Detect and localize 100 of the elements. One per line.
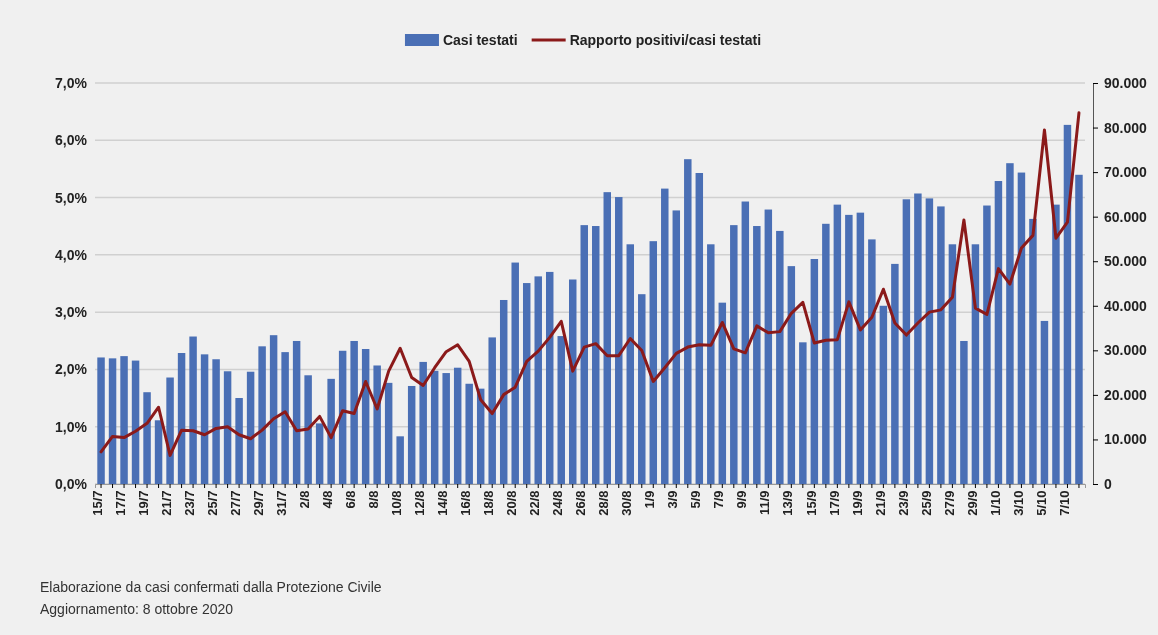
bar [246,371,255,484]
bar [315,423,324,484]
bar [327,378,335,484]
bar [718,302,727,484]
x-tick-label: 18/8 [481,490,497,516]
bar [407,385,416,484]
bar [914,193,922,484]
bar [430,370,439,484]
x-tick-label: 3/9 [665,490,681,509]
bar [707,244,715,484]
x-tick-label: 30/8 [619,490,635,516]
bar [143,392,151,484]
bar [189,336,197,484]
bar [868,239,876,484]
y2-tick-label: 10.000 [1104,431,1148,448]
bar [994,181,1003,484]
bar [1006,163,1014,484]
bar [925,198,934,484]
y-tick-label: 5,0% [55,189,88,206]
y-tick-label: 6,0% [55,132,88,149]
x-tick-label: 29/9 [964,490,980,516]
text: Aggiornamento: 8 ottobre 2020 [40,601,234,617]
bar [603,192,611,484]
bar [131,360,140,484]
bar [511,262,519,484]
y-tick-label: 7,0% [55,74,88,91]
bar [810,258,819,484]
bar [223,371,232,484]
bar [120,356,128,484]
text: Elaborazione da casi confermati dalla Protezione Civile [40,579,382,595]
bar [258,346,266,484]
y2-tick-label: 40.000 [1104,297,1148,314]
x-tick-label: 27/9 [941,490,957,516]
x-tick-label: 5/9 [688,490,704,509]
x-tick-label: 8/8 [366,490,382,509]
y-tick-label: 4,0% [55,246,88,263]
x-tick-label: 21/7 [159,490,175,516]
bar [960,340,968,484]
bar [776,230,784,484]
bar [615,197,623,484]
bar [822,223,830,484]
bar [672,210,681,484]
bar [592,226,600,484]
x-tick-label: 5/10 [1033,490,1049,516]
bar [684,159,692,484]
x-tick-label: 24/8 [550,490,566,516]
bar [269,335,278,484]
bar [465,383,473,484]
bar [97,357,105,484]
y-tick-label: 3,0% [55,304,88,321]
bar [638,294,646,484]
bar [235,398,243,484]
x-tick-label: 12/8 [412,490,428,516]
x-tick-label: 6/8 [343,490,359,509]
legend-label: Casi testati [442,32,518,48]
bar [304,375,312,484]
bar [695,173,704,484]
bar [384,382,393,484]
line-series [99,111,1081,457]
y2-tick-label: 70.000 [1104,164,1148,181]
bar [350,340,358,484]
x-tick-label: 19/7 [136,490,152,516]
y2-tick-label: 90.000 [1104,74,1148,91]
bar [856,212,865,484]
bar [373,365,381,484]
bar [292,340,301,484]
bar [983,205,991,484]
x-tick-label: 25/7 [205,490,221,516]
bar [522,283,531,484]
bar [753,226,761,484]
bar [545,271,554,484]
legend-label: Rapporto positivi/casi testati [569,32,762,48]
bar [557,336,565,484]
x-tick-label: 23/9 [895,490,911,516]
x-tick-label: 19/9 [849,490,865,516]
bar [1075,174,1083,484]
bar [902,199,911,484]
bar [1040,320,1049,484]
bar [166,377,174,484]
bar [281,352,289,484]
x-tick-label: 4/8 [320,490,336,509]
bar [845,214,853,484]
x-tick-label: 16/8 [458,490,474,516]
bar [488,337,496,484]
x-tick-label: 20/8 [504,490,520,516]
bar [937,206,945,484]
y-tick-label: 2,0% [55,361,88,378]
bar [580,225,588,484]
x-tick-label: 31/7 [274,490,290,516]
x-tick-label: 7/10 [1056,490,1072,516]
y2-tick-label: 0 [1104,475,1112,492]
bar [177,353,186,484]
x-tick-label: 23/7 [182,490,198,516]
x-tick-label: 7/9 [711,490,727,509]
bar [453,367,462,484]
x-tick-label: 10/8 [389,490,405,516]
bar [534,276,542,484]
x-tick-label: 17/7 [113,490,129,516]
x-tick-label: 28/8 [596,490,612,516]
y2-tick-label: 80.000 [1104,119,1148,136]
